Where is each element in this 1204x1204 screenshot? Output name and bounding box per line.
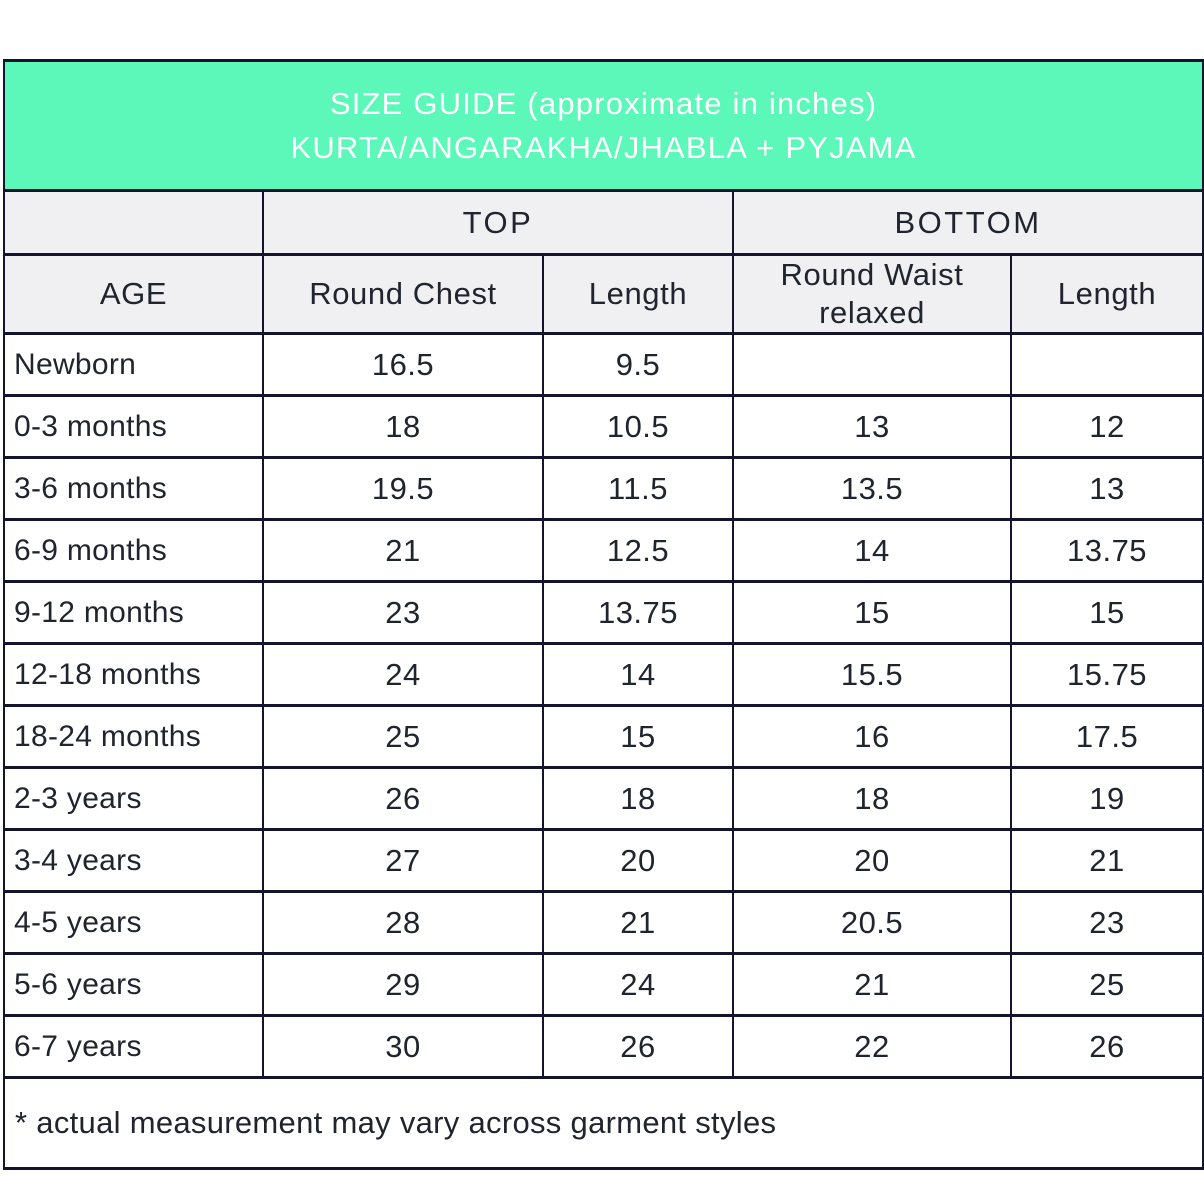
bottom-length-cell: 13.75	[1009, 518, 1204, 583]
bottom-length-cell: 12	[1009, 394, 1204, 459]
round-chest-cell: 29	[262, 952, 544, 1017]
table-body: Newborn 16.5 9.5 0-3 months 18 10.5 13 12 3-6 mo…	[3, 332, 1204, 1079]
top-length-cell: 24	[542, 952, 734, 1017]
footnote-text: * actual measurement may vary across gar…	[15, 1105, 777, 1140]
table-row: 6-7 years 30 26 22 26	[3, 1014, 1204, 1079]
round-chest-cell: 30	[262, 1014, 544, 1079]
banner-subtitle: KURTA/ANGARAKHA/JHABLA + PYJAMA	[290, 129, 917, 165]
column-header-round-chest: Round Chest	[262, 253, 544, 335]
top-length-cell: 11.5	[542, 456, 734, 521]
bottom-length-cell: 15.75	[1009, 642, 1204, 707]
round-waist-cell: 16	[732, 704, 1012, 769]
group-header-spacer	[3, 189, 264, 256]
age-cell: 5-6 years	[3, 952, 264, 1017]
age-cell: 18-24 months	[3, 704, 264, 769]
table-row: Newborn 16.5 9.5	[3, 332, 1204, 397]
banner-title: SIZE GUIDE (approximate in inches)	[329, 85, 878, 121]
column-header-age: AGE	[3, 253, 264, 335]
bottom-length-cell	[1009, 332, 1204, 397]
round-chest-cell: 16.5	[262, 332, 544, 397]
group-header-top: TOP	[262, 189, 734, 256]
bottom-length-cell: 23	[1009, 890, 1204, 955]
footnote-row: * actual measurement may vary across gar…	[2, 1076, 1204, 1170]
table-row: 18-24 months 25 15 16 17.5	[3, 704, 1204, 769]
top-length-cell: 20	[542, 828, 734, 893]
round-chest-cell: 27	[262, 828, 544, 893]
round-chest-cell: 23	[262, 580, 544, 645]
bottom-length-cell: 19	[1009, 766, 1204, 831]
round-waist-cell: 15	[732, 580, 1012, 645]
round-chest-cell: 18	[262, 394, 544, 459]
round-waist-cell	[732, 332, 1012, 397]
table-row: 3-6 months 19.5 11.5 13.5 13	[3, 456, 1204, 521]
round-chest-cell: 19.5	[262, 456, 544, 521]
round-chest-cell: 28	[262, 890, 544, 955]
age-cell: 3-6 months	[3, 456, 264, 521]
footnote-cell: * actual measurement may vary across gar…	[2, 1076, 1204, 1170]
top-length-cell: 13.75	[542, 580, 734, 645]
round-chest-cell: 21	[262, 518, 544, 583]
age-cell: 6-9 months	[3, 518, 264, 583]
round-waist-cell: 13	[732, 394, 1012, 459]
column-header-round-waist: Round Waist relaxed	[732, 253, 1012, 335]
age-cell: Newborn	[3, 332, 264, 397]
bottom-length-cell: 26	[1009, 1014, 1204, 1079]
table-row: 4-5 years 28 21 20.5 23	[3, 890, 1204, 955]
age-cell: 6-7 years	[3, 1014, 264, 1079]
age-cell: 3-4 years	[3, 828, 264, 893]
round-chest-cell: 25	[262, 704, 544, 769]
bottom-length-cell: 13	[1009, 456, 1204, 521]
age-cell: 12-18 months	[3, 642, 264, 707]
round-chest-cell: 26	[262, 766, 544, 831]
top-length-cell: 15	[542, 704, 734, 769]
group-header-row: TOP BOTTOM	[3, 189, 1204, 256]
banner-row: SIZE GUIDE (approximate in inches) KURTA…	[2, 59, 1204, 192]
bottom-length-cell: 25	[1009, 952, 1204, 1017]
column-header-top-length: Length	[542, 253, 734, 335]
bottom-length-cell: 21	[1009, 828, 1204, 893]
round-waist-cell: 13.5	[732, 456, 1012, 521]
table-row: 3-4 years 27 20 20 21	[3, 828, 1204, 893]
table-row: 12-18 months 24 14 15.5 15.75	[3, 642, 1204, 707]
round-waist-cell: 14	[732, 518, 1012, 583]
column-header-row: AGE Round Chest Length Round Waist relax…	[3, 253, 1204, 335]
top-length-cell: 9.5	[542, 332, 734, 397]
banner-cell: SIZE GUIDE (approximate in inches) KURTA…	[2, 59, 1204, 192]
table-row: 0-3 months 18 10.5 13 12	[3, 394, 1204, 459]
size-guide-table: SIZE GUIDE (approximate in inches) KURTA…	[2, 59, 1204, 1170]
top-length-cell: 12.5	[542, 518, 734, 583]
top-length-cell: 18	[542, 766, 734, 831]
table-row: 5-6 years 29 24 21 25	[3, 952, 1204, 1017]
round-waist-cell: 21	[732, 952, 1012, 1017]
round-waist-cell: 20	[732, 828, 1012, 893]
bottom-length-cell: 17.5	[1009, 704, 1204, 769]
top-length-cell: 26	[542, 1014, 734, 1079]
table-row: 2-3 years 26 18 18 19	[3, 766, 1204, 831]
group-header-bottom: BOTTOM	[731, 189, 1204, 256]
bottom-length-cell: 15	[1009, 580, 1204, 645]
column-header-bottom-length: Length	[1009, 253, 1204, 335]
round-waist-cell: 18	[732, 766, 1012, 831]
top-length-cell: 10.5	[542, 394, 734, 459]
top-length-cell: 21	[542, 890, 734, 955]
round-waist-cell: 20.5	[732, 890, 1012, 955]
round-waist-cell: 15.5	[732, 642, 1012, 707]
age-cell: 4-5 years	[3, 890, 264, 955]
round-waist-cell: 22	[732, 1014, 1012, 1079]
top-length-cell: 14	[542, 642, 734, 707]
age-cell: 9-12 months	[3, 580, 264, 645]
table-row: 9-12 months 23 13.75 15 15	[3, 580, 1204, 645]
age-cell: 2-3 years	[3, 766, 264, 831]
round-chest-cell: 24	[262, 642, 544, 707]
table-row: 6-9 months 21 12.5 14 13.75	[3, 518, 1204, 583]
age-cell: 0-3 months	[3, 394, 264, 459]
